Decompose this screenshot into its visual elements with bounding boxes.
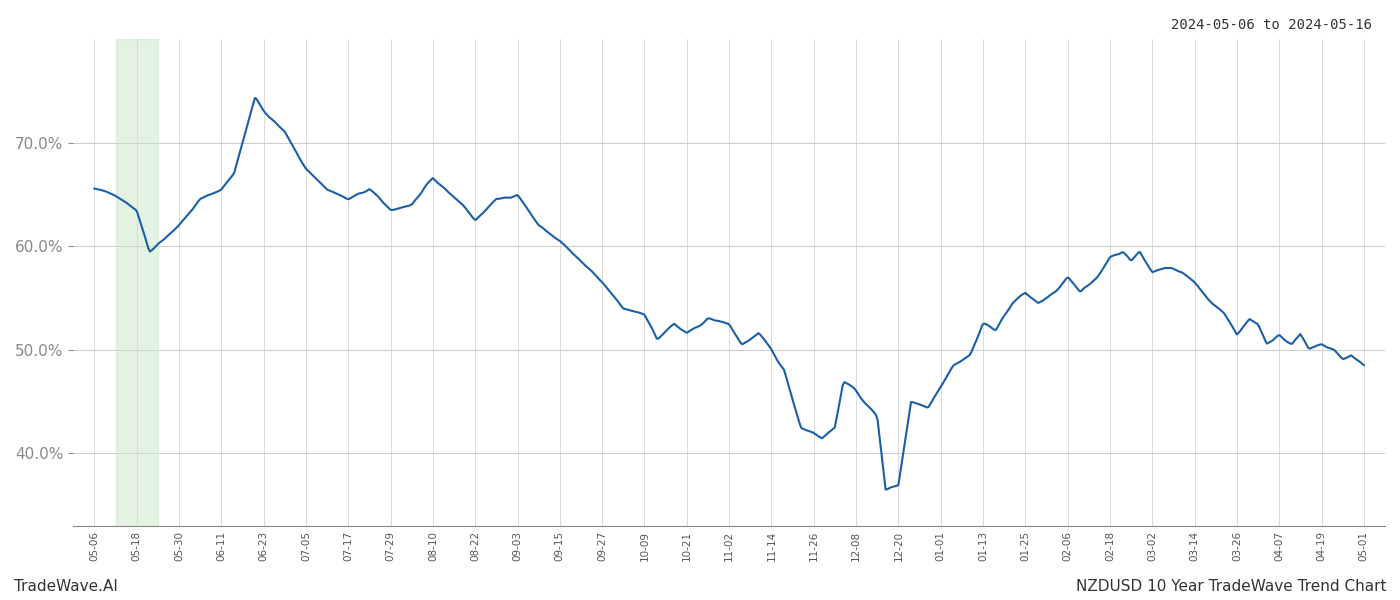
- Bar: [116, 39, 158, 526]
- Text: NZDUSD 10 Year TradeWave Trend Chart: NZDUSD 10 Year TradeWave Trend Chart: [1075, 579, 1386, 594]
- Text: TradeWave.AI: TradeWave.AI: [14, 579, 118, 594]
- Text: 2024-05-06 to 2024-05-16: 2024-05-06 to 2024-05-16: [1170, 18, 1372, 32]
